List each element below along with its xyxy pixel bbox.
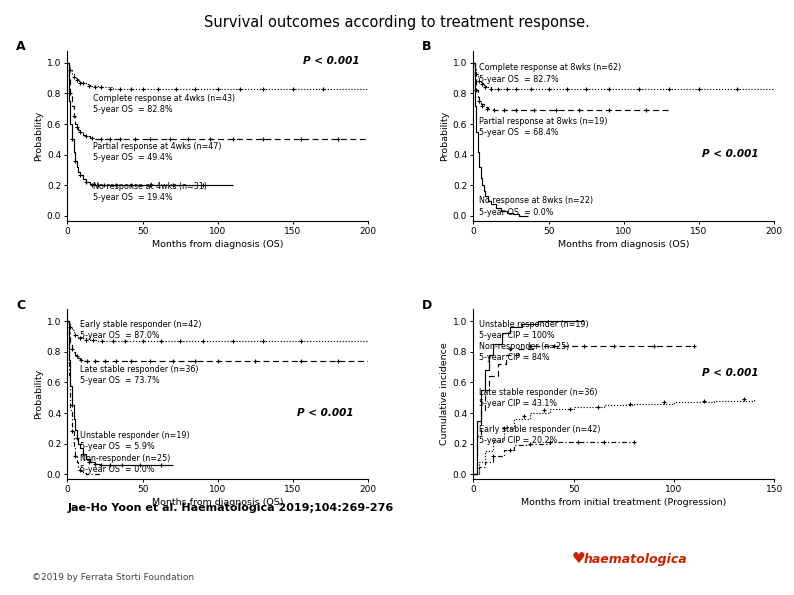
Text: P < 0.001: P < 0.001 bbox=[703, 368, 759, 378]
Text: No response at 8wks (n=22)
5-year OS  = 0.0%: No response at 8wks (n=22) 5-year OS = 0… bbox=[480, 196, 594, 217]
Text: P < 0.001: P < 0.001 bbox=[303, 56, 359, 65]
X-axis label: Months from diagnosis (OS): Months from diagnosis (OS) bbox=[152, 240, 283, 249]
Text: ♥: ♥ bbox=[572, 552, 585, 566]
Text: Complete response at 4wks (n=43)
5-year OS  = 82.8%: Complete response at 4wks (n=43) 5-year … bbox=[93, 94, 235, 114]
Text: Unstable responder (n=19)
5-year OS  = 5.9%: Unstable responder (n=19) 5-year OS = 5.… bbox=[79, 431, 189, 451]
Y-axis label: Probability: Probability bbox=[33, 369, 43, 419]
Text: Partial response at 4wks (n=47)
5-year OS  = 49.4%: Partial response at 4wks (n=47) 5-year O… bbox=[93, 142, 222, 162]
Text: Early stable responder (n=42)
5-year OS  = 87.0%: Early stable responder (n=42) 5-year OS … bbox=[79, 320, 201, 340]
Text: Complete response at 8wks (n=62)
5-year OS  = 82.7%: Complete response at 8wks (n=62) 5-year … bbox=[480, 64, 622, 84]
Text: Non-responder (n=25)
5-year OS  = 0.0%: Non-responder (n=25) 5-year OS = 0.0% bbox=[79, 455, 170, 474]
Text: B: B bbox=[422, 40, 432, 54]
Text: ©2019 by Ferrata Storti Foundation: ©2019 by Ferrata Storti Foundation bbox=[32, 573, 194, 582]
Text: Partial response at 8wks (n=19)
5-year OS  = 68.4%: Partial response at 8wks (n=19) 5-year O… bbox=[480, 117, 608, 137]
Text: A: A bbox=[17, 40, 26, 54]
X-axis label: Months from diagnosis (OS): Months from diagnosis (OS) bbox=[152, 499, 283, 508]
X-axis label: Months from diagnosis (OS): Months from diagnosis (OS) bbox=[558, 240, 689, 249]
Text: Survival outcomes according to treatment response.: Survival outcomes according to treatment… bbox=[204, 15, 590, 30]
Text: No response at 4wks (n=31)
5-year OS  = 19.4%: No response at 4wks (n=31) 5-year OS = 1… bbox=[93, 182, 207, 202]
Text: Late stable responder (n=36)
5-year OS  = 73.7%: Late stable responder (n=36) 5-year OS =… bbox=[79, 365, 198, 385]
Text: Unstable responder (n=19)
5-year CIP = 100%: Unstable responder (n=19) 5-year CIP = 1… bbox=[480, 320, 589, 340]
Text: Early stable responder (n=42)
5-year CIP = 20.2%: Early stable responder (n=42) 5-year CIP… bbox=[480, 425, 601, 446]
Text: C: C bbox=[17, 299, 25, 312]
Text: haematologica: haematologica bbox=[584, 553, 688, 566]
Text: P < 0.001: P < 0.001 bbox=[296, 408, 353, 418]
Text: Jae-Ho Yoon et al. Haematologica 2019;104:269-276: Jae-Ho Yoon et al. Haematologica 2019;10… bbox=[67, 503, 394, 513]
Text: P < 0.001: P < 0.001 bbox=[703, 149, 759, 159]
Text: Non-responder (n=25)
5-year CIP = 84%: Non-responder (n=25) 5-year CIP = 84% bbox=[480, 342, 570, 362]
Text: Late stable responder (n=36)
5-year CIP = 43.1%: Late stable responder (n=36) 5-year CIP … bbox=[480, 388, 598, 408]
Y-axis label: Probability: Probability bbox=[440, 111, 449, 161]
X-axis label: Months from initial treatment (Progression): Months from initial treatment (Progressi… bbox=[521, 499, 727, 508]
Y-axis label: Cumulative incidence: Cumulative incidence bbox=[440, 343, 449, 445]
Y-axis label: Probability: Probability bbox=[33, 111, 43, 161]
Text: D: D bbox=[422, 299, 433, 312]
